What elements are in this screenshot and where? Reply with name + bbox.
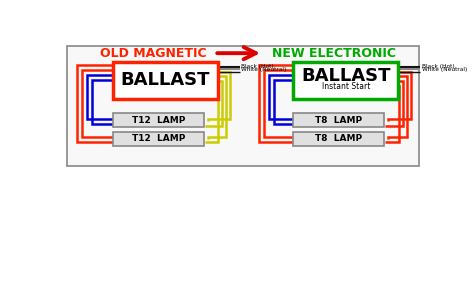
- Bar: [293, 62, 399, 99]
- Text: Black (Hot): Black (Hot): [241, 64, 274, 69]
- Text: Instant Start: Instant Start: [321, 82, 370, 91]
- Text: Black (Hot): Black (Hot): [421, 64, 454, 69]
- Text: T8  LAMP: T8 LAMP: [315, 134, 362, 143]
- Bar: [293, 113, 384, 127]
- Text: T12  LAMP: T12 LAMP: [132, 116, 185, 125]
- Text: BALLAST: BALLAST: [301, 67, 391, 85]
- Bar: [113, 113, 204, 127]
- Bar: [113, 62, 219, 99]
- Text: OLD MAGNETIC: OLD MAGNETIC: [100, 47, 206, 60]
- Text: T8  LAMP: T8 LAMP: [315, 116, 362, 125]
- Bar: [66, 46, 419, 166]
- Bar: [293, 132, 384, 146]
- Text: NEW ELECTRONIC: NEW ELECTRONIC: [272, 47, 396, 60]
- Text: T12  LAMP: T12 LAMP: [132, 134, 185, 143]
- Bar: [113, 132, 204, 146]
- Text: White (Neutral): White (Neutral): [421, 67, 467, 72]
- Text: BALLAST: BALLAST: [121, 71, 210, 89]
- Text: White (Neutral): White (Neutral): [241, 67, 287, 72]
